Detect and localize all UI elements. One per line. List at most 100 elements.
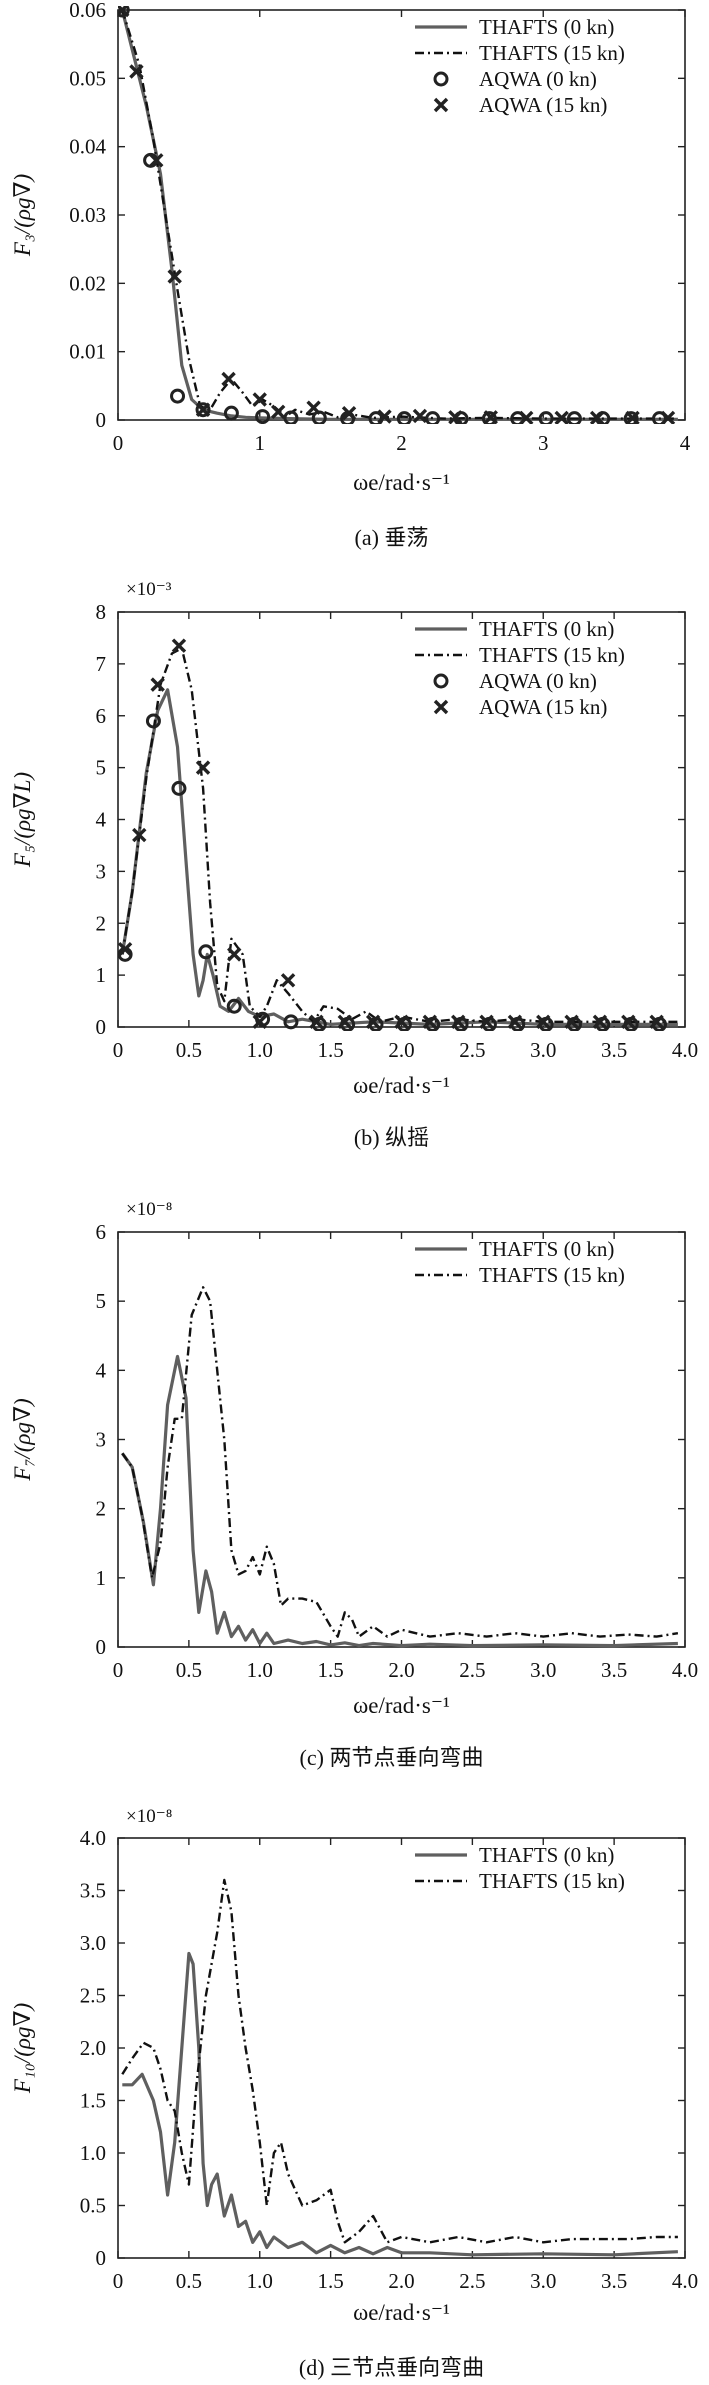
y-tick-label: 1.0 xyxy=(80,2141,106,2165)
x-tick-label: 0.5 xyxy=(176,1658,202,1682)
plot-frame xyxy=(117,611,686,1028)
y-tick-label: 1.5 xyxy=(80,2089,106,2113)
data-point-circle xyxy=(623,411,639,424)
chart-caption: (d) 三节点垂向弯曲 xyxy=(299,2355,484,2380)
data-point-cross xyxy=(280,973,296,988)
data-point-circle xyxy=(226,998,242,1014)
x-tick-label: 2.0 xyxy=(388,1038,414,1062)
data-point-cross xyxy=(554,410,569,424)
data-point-cross xyxy=(625,410,640,424)
y-multiplier: ×10⁻⁸ xyxy=(126,1806,172,1827)
data-point-cross xyxy=(536,1014,551,1030)
data-point-cross xyxy=(252,1014,267,1030)
y-tick-label: 0.01 xyxy=(69,340,106,364)
y-tick-label: 0.5 xyxy=(80,2194,106,2218)
x-tick-label: 1.0 xyxy=(247,1038,273,1062)
series-line-solid xyxy=(120,688,678,1027)
data-point-cross xyxy=(195,760,211,775)
y-tick-label: 4.0 xyxy=(80,1826,106,1850)
legend-label: AQWA (15 kn) xyxy=(479,695,607,719)
y-tick-label: 0 xyxy=(96,2246,107,2270)
legend-label: THAFTS (0 kn) xyxy=(479,15,614,39)
data-point-cross xyxy=(221,371,236,387)
legend-label: THAFTS (0 kn) xyxy=(479,617,614,641)
y-tick-label: 0 xyxy=(96,408,107,432)
x-axis-label: ωe/rad·s⁻¹ xyxy=(353,470,450,495)
y-tick-label: 0.05 xyxy=(69,66,106,90)
x-tick-label: 4.0 xyxy=(672,1658,698,1682)
x-tick-label: 1 xyxy=(255,431,266,455)
x-tick-label: 0 xyxy=(113,1038,124,1062)
legend-label: AQWA (0 kn) xyxy=(479,67,597,91)
legend-label: THAFTS (15 kn) xyxy=(479,1263,625,1287)
y-tick-label: 2 xyxy=(96,911,107,935)
legend: THAFTS (0 kn)THAFTS (15 kn) xyxy=(415,1237,625,1287)
legend-marker xyxy=(433,97,449,113)
y-tick-label: 7 xyxy=(96,652,107,676)
x-tick-label: 4 xyxy=(680,431,691,455)
data-point-circle xyxy=(223,405,239,421)
y-multiplier: ×10⁻³ xyxy=(126,579,172,600)
data-point-circle xyxy=(481,411,497,424)
x-axis-label: ωe/rad·s⁻¹ xyxy=(353,2300,450,2325)
y-tick-label: 3.0 xyxy=(80,1931,106,1955)
plot-area xyxy=(118,638,678,1031)
series-line-dashdot xyxy=(121,1286,679,1638)
data-point-cross xyxy=(448,410,463,424)
data-point-cross xyxy=(270,404,286,420)
data-point-circle xyxy=(171,780,187,796)
chart-a: 0 1 2 3 4 0 0.01 0.02 0.03 0.04 0.05 0.06 F₃/(ρg∇) ωe… xyxy=(10,0,691,550)
data-point-cross xyxy=(450,1014,466,1030)
y-tick-label: 3 xyxy=(96,1428,107,1452)
x-tick-label: 2.0 xyxy=(388,2269,414,2293)
data-point-cross xyxy=(195,402,211,417)
data-point-circle xyxy=(170,388,186,404)
legend-marker xyxy=(433,71,449,87)
legend-label: THAFTS (0 kn) xyxy=(479,1237,614,1261)
x-tick-label: 1.0 xyxy=(247,2269,273,2293)
legend-marker xyxy=(433,673,449,689)
y-multiplier: ×10⁻⁸ xyxy=(126,1199,172,1220)
x-tick-label: 3 xyxy=(538,431,549,455)
y-tick-label: 6 xyxy=(96,704,107,728)
x-tick-label: 1.0 xyxy=(247,1658,273,1682)
series-line-solid xyxy=(120,1354,678,1648)
legend: THAFTS (0 kn)THAFTS (15 kn)AQWA (0 kn)AQ… xyxy=(415,15,625,117)
x-tick-label: 2.0 xyxy=(388,1658,414,1682)
data-point-circle xyxy=(145,713,161,729)
data-point-cross xyxy=(589,410,605,424)
y-tick-label: 1 xyxy=(96,1566,107,1590)
data-point-cross xyxy=(252,392,267,407)
x-tick-label: 0 xyxy=(113,431,124,455)
x-tick-label: 2.5 xyxy=(459,1658,485,1682)
y-axis-label: F₃/(ρg∇) xyxy=(10,174,35,257)
legend-label: THAFTS (15 kn) xyxy=(479,643,625,667)
data-point-circle xyxy=(283,1014,299,1030)
y-tick-label: 4 xyxy=(96,1358,107,1382)
chart-c: 0 0.5 1.0 1.5 2.0 2.5 3.0 3.5 4.0 0 1 2 3 4 5 6 ×10⁻⁸ F₇/… xyxy=(10,1199,698,1770)
data-point-cross xyxy=(171,638,187,653)
x-tick-label: 3.5 xyxy=(601,2269,627,2293)
data-point-cross xyxy=(377,409,392,424)
data-point-cross xyxy=(129,64,144,79)
legend-label: AQWA (0 kn) xyxy=(479,669,597,693)
plot-area xyxy=(120,1286,679,1648)
data-point-cross xyxy=(149,153,164,168)
data-point-circle xyxy=(425,411,441,424)
x-axis-label: ωe/rad·s⁻¹ xyxy=(353,1693,450,1718)
x-tick-label: 3.0 xyxy=(530,1658,556,1682)
x-tick-label: 0 xyxy=(113,2269,124,2293)
x-tick-label: 2 xyxy=(396,431,407,455)
data-point-cross xyxy=(394,1014,409,1030)
y-tick-label: 3 xyxy=(96,859,107,883)
data-point-circle xyxy=(396,411,412,424)
x-tick-label: 4.0 xyxy=(672,1038,698,1062)
y-tick-label: 1 xyxy=(96,963,107,987)
data-point-circle xyxy=(195,402,211,418)
data-point-circle xyxy=(538,411,554,424)
y-tick-label: 5 xyxy=(96,756,107,780)
y-tick-label: 2.5 xyxy=(80,1984,106,2008)
data-point-cross xyxy=(483,410,499,424)
data-point-cross xyxy=(412,408,428,424)
